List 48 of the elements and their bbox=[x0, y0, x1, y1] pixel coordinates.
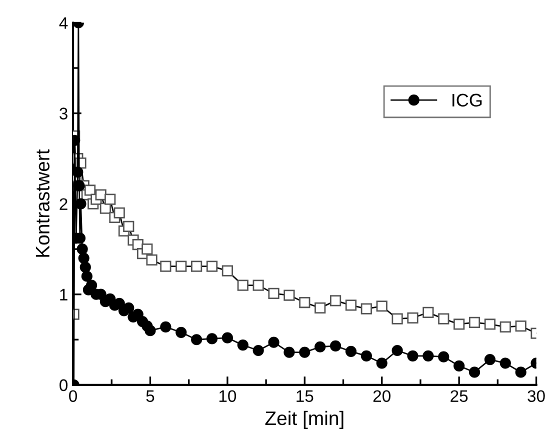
x-tick-label: 30 bbox=[528, 390, 545, 402]
point bbox=[330, 340, 342, 352]
y-tick-label: 4 bbox=[59, 17, 68, 29]
legend-label: ICG bbox=[452, 94, 482, 107]
point bbox=[160, 321, 172, 333]
x-tick-label: 0 bbox=[69, 390, 78, 402]
point bbox=[422, 350, 434, 362]
point bbox=[284, 346, 295, 358]
x-tick-label: 10 bbox=[219, 390, 236, 402]
x-tick-label: 25 bbox=[450, 390, 468, 402]
y-tick-label: 1 bbox=[60, 288, 68, 300]
x-tick-label: 5 bbox=[146, 390, 154, 402]
y-tick-label: 3 bbox=[60, 108, 68, 120]
y-tick-label: 2 bbox=[60, 198, 68, 210]
point bbox=[222, 332, 234, 344]
x-tick-label: 15 bbox=[296, 390, 314, 402]
point bbox=[81, 270, 92, 282]
point bbox=[376, 358, 388, 369]
point bbox=[75, 198, 86, 210]
x-axis-title: Zeit [min] bbox=[265, 410, 344, 429]
point bbox=[191, 334, 202, 346]
point bbox=[76, 244, 88, 255]
point bbox=[500, 358, 511, 369]
point bbox=[206, 333, 218, 344]
point bbox=[314, 341, 326, 352]
point bbox=[237, 340, 248, 351]
point bbox=[268, 336, 280, 348]
point bbox=[176, 326, 187, 338]
point bbox=[515, 366, 526, 378]
point bbox=[407, 350, 418, 362]
point bbox=[73, 166, 84, 178]
x-tick-label: 20 bbox=[373, 390, 390, 402]
point bbox=[345, 346, 357, 357]
point bbox=[438, 351, 450, 362]
point bbox=[299, 346, 310, 358]
point bbox=[484, 354, 496, 366]
y-axis-title: Kontrastwert bbox=[36, 149, 50, 257]
y-tick-label: 0 bbox=[60, 379, 68, 392]
point bbox=[80, 262, 91, 273]
point bbox=[123, 302, 134, 314]
point bbox=[86, 280, 98, 291]
point bbox=[78, 252, 90, 264]
point bbox=[468, 366, 480, 378]
point bbox=[144, 325, 156, 336]
point bbox=[360, 350, 372, 362]
point bbox=[252, 344, 264, 356]
point bbox=[392, 344, 403, 356]
point bbox=[454, 360, 465, 372]
